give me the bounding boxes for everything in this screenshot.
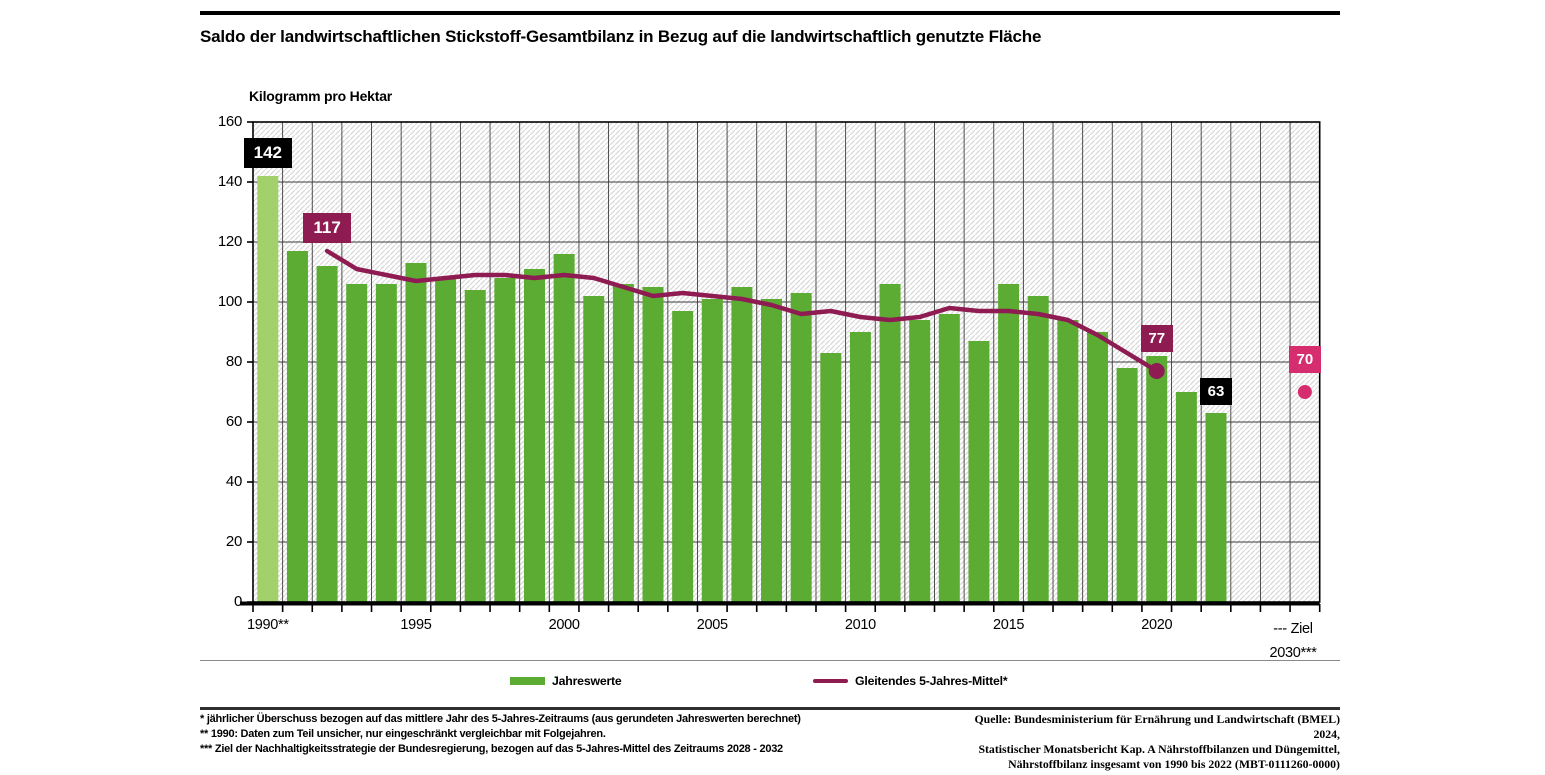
bar-1990 [257, 176, 279, 602]
value-badge-63: 63 [1199, 378, 1232, 405]
source-line-1: Quelle: Bundesministerium für Ernährung … [974, 712, 1340, 741]
y-axis-label-20: 20 [225, 533, 242, 550]
x-axis-label-2005: 2005 [696, 617, 728, 633]
bar-1999 [523, 269, 545, 602]
footnote-1: * jährlicher Überschuss bezogen auf das … [200, 713, 801, 725]
x-axis-label-2020: 2020 [1141, 617, 1173, 633]
x-axis-label-ziel-2030: --- Ziel 2030*** [1228, 617, 1358, 665]
bar-1992 [316, 266, 338, 602]
bar-1994 [375, 284, 397, 602]
source-line-2: Statistischer Monatsbericht Kap. A Nährs… [978, 742, 1340, 756]
x-axis-label-2015: 2015 [993, 617, 1025, 633]
bar-1998 [494, 278, 516, 602]
y-axis-label-160: 160 [217, 113, 242, 130]
bar-2000 [553, 254, 575, 602]
bar-2007 [761, 299, 783, 602]
x-axis-label-2010: 2010 [844, 617, 876, 633]
source-line-3: Nährstoffbilanz insgesamt von 1990 bis 2… [1008, 757, 1340, 771]
bar-2004 [672, 311, 694, 602]
legend-label-gleitendes-mittel: Gleitendes 5-Jahres-Mittel* [855, 674, 1008, 688]
bar-1997 [464, 290, 486, 602]
value-badge-142: 142 [243, 138, 292, 168]
legend-divider-rule [200, 660, 1340, 661]
bar-2006 [731, 287, 753, 602]
bar-swatch-icon [510, 677, 545, 685]
bar-2009 [820, 353, 842, 602]
bar-2008 [790, 293, 812, 602]
bar-2014 [968, 341, 990, 602]
x-axis-line [240, 601, 1320, 606]
bar-2018 [1086, 332, 1108, 602]
y-axis-unit-label: Kilogramm pro Hektar [249, 88, 393, 104]
source-citation: Quelle: Bundesministerium für Ernährung … [960, 712, 1340, 772]
footer-divider-rule [200, 707, 1340, 710]
value-badge-117: 117 [303, 213, 352, 243]
x-axis-label-1995: 1995 [400, 617, 432, 633]
y-axis-label-120: 120 [217, 233, 242, 250]
y-axis-label-40: 40 [225, 473, 242, 490]
chart-title: Saldo der landwirtschaftlichen Stickstof… [200, 27, 1042, 46]
bar-2022 [1205, 413, 1227, 602]
y-axis-label-0: 0 [233, 593, 242, 610]
target-dot [1297, 385, 1312, 399]
bar-1993 [346, 284, 368, 602]
bar-2012 [909, 320, 931, 602]
ziel-label-line2: 2030*** [1269, 645, 1317, 661]
top-rule [200, 11, 1340, 15]
x-axis-label-1990: 1990** [246, 617, 289, 633]
value-badge-77: 77 [1140, 325, 1173, 352]
line-swatch-icon [813, 678, 848, 684]
bar-2020 [1146, 356, 1168, 602]
bar-2016 [1027, 296, 1049, 602]
ziel-label-line1: --- Ziel [1273, 621, 1313, 637]
bar-2019 [1116, 368, 1138, 602]
bar-2010 [849, 332, 871, 602]
bar-2015 [998, 284, 1020, 602]
x-axis-label-2000: 2000 [548, 617, 580, 633]
y-axis-label-140: 140 [217, 173, 242, 190]
bar-2003 [642, 287, 664, 602]
footnote-3: *** Ziel der Nachhaltigkeitsstrategie de… [200, 743, 783, 755]
bar-1995 [405, 263, 427, 602]
line-end-dot [1148, 363, 1165, 379]
y-axis-label-80: 80 [225, 353, 242, 370]
bar-2001 [583, 296, 605, 602]
bar-2002 [612, 284, 634, 602]
moving-average-line [324, 248, 1159, 374]
y-axis-label-100: 100 [217, 293, 242, 310]
legend-label-jahreswerte: Jahreswerte [552, 674, 622, 688]
legend-item-gleitendes-mittel: Gleitendes 5-Jahres-Mittel* [813, 674, 1008, 688]
bar-2011 [879, 284, 901, 602]
bar-2021 [1175, 392, 1197, 602]
y-axis-label-60: 60 [225, 413, 242, 430]
bar-2017 [1057, 320, 1079, 602]
value-badge-70: 70 [1288, 346, 1321, 373]
bar-1996 [435, 278, 457, 602]
footnotes: * jährlicher Überschuss bezogen auf das … [200, 712, 840, 757]
footnote-2: ** 1990: Daten zum Teil unsicher, nur ei… [200, 728, 606, 740]
legend-item-jahreswerte: Jahreswerte [510, 674, 622, 688]
bar-1991 [286, 251, 308, 602]
bar-2013 [938, 314, 960, 602]
bar-2005 [701, 299, 723, 602]
